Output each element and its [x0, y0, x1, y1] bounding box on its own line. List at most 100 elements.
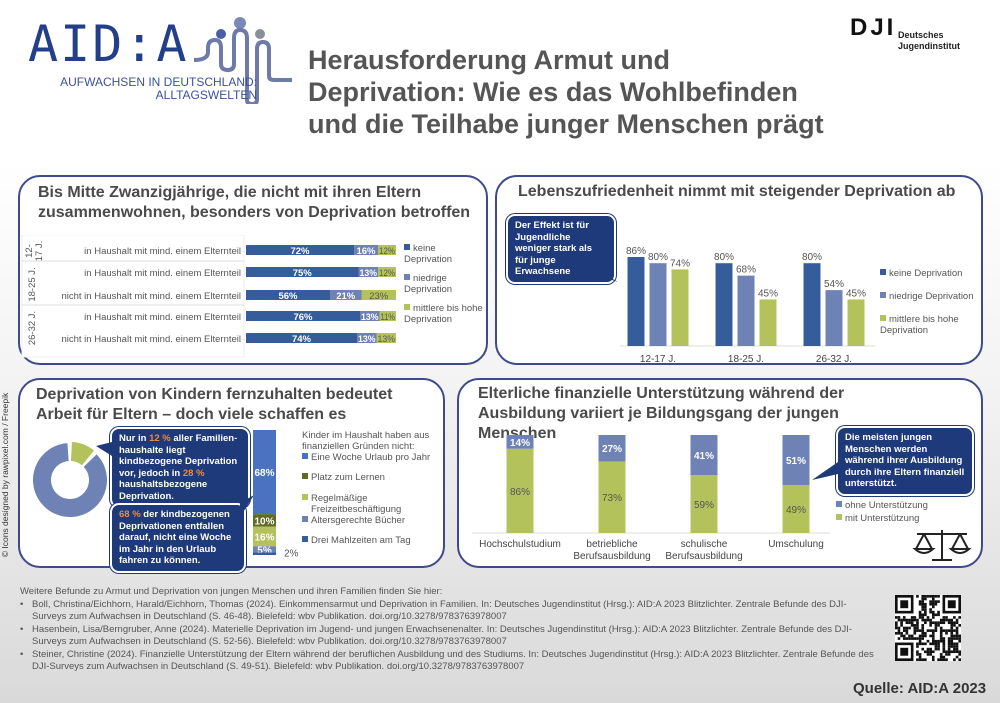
qr-module — [950, 639, 954, 643]
chart-deprivation-by-living: 12-17 J. 18-25 J. 26-32 J. in Haushalt mit … — [21, 235, 396, 358]
row-label: nicht in Haushalt mit mind. einem Eltern… — [61, 334, 241, 345]
qr-module — [931, 602, 935, 606]
category-label: Hochschulstudium — [479, 539, 561, 550]
bar-segment — [330, 290, 362, 300]
qr-module — [929, 602, 932, 606]
qr-module — [942, 655, 946, 659]
qr-module — [931, 605, 935, 609]
qr-module — [908, 626, 911, 630]
qr-finder — [900, 600, 909, 609]
qr-code[interactable] — [895, 595, 961, 661]
qr-module — [913, 631, 917, 635]
bar — [715, 263, 733, 346]
qr-module — [926, 629, 930, 632]
qr-module — [918, 642, 922, 646]
bar-value-label: 68% — [254, 468, 274, 479]
qr-module — [945, 629, 948, 632]
qr-module — [916, 642, 919, 646]
qr-module — [921, 597, 925, 601]
qr-module — [931, 655, 935, 659]
dji-logo: DJI Deutsches Jugendinstitut — [850, 14, 990, 54]
qr-module — [926, 595, 930, 598]
dji-name: Deutsches Jugendinstitut — [898, 30, 960, 52]
category-label: Umschulung — [768, 539, 824, 550]
donut-child-deprivation — [33, 442, 108, 517]
qr-module — [921, 616, 925, 619]
qr-module — [958, 658, 961, 661]
qr-module — [950, 637, 954, 640]
qr-module — [916, 637, 919, 640]
bar-segment — [246, 290, 330, 300]
qr-module — [939, 658, 943, 661]
highlight: 28 % — [182, 467, 205, 479]
bar — [671, 269, 689, 346]
legend-label: Drei Mahlzeiten am Tag — [311, 535, 411, 546]
bar-segment — [376, 333, 396, 343]
qr-module — [950, 626, 954, 630]
panel3-title: Deprivation von Kindern fernzuhalten bed… — [36, 385, 441, 425]
qr-module — [929, 610, 932, 614]
qr-module — [897, 618, 901, 622]
legend-item: Drei Mahlzeiten am Tag — [302, 535, 442, 546]
qr-module — [931, 639, 935, 643]
qr-module — [942, 618, 946, 622]
bar-value-label: 86% — [510, 487, 530, 498]
bar-segment — [253, 546, 276, 553]
legend-label: Platz zum Lernen — [311, 472, 385, 483]
qr-module — [953, 616, 956, 619]
qr-module — [931, 637, 935, 640]
bar-segment — [246, 245, 354, 255]
qr-module — [929, 634, 932, 638]
qr-module — [931, 631, 935, 635]
qr-module — [924, 631, 927, 635]
qr-module — [955, 650, 959, 654]
qr-module — [953, 637, 956, 640]
qr-module — [934, 595, 938, 598]
legend-item: Eine Woche Urlaub pro Jahr — [302, 452, 442, 463]
qr-module — [902, 626, 906, 630]
legend-label: keine Deprivation — [404, 243, 453, 265]
dji-name-line-2: Jugendinstitut — [898, 41, 960, 51]
reference-text: Hasenbein, Lisa/Berngruber, Anne (2024).… — [32, 623, 853, 648]
legend-label: Eine Woche Urlaub pro Jahr — [311, 452, 431, 463]
qr-module — [931, 616, 935, 619]
qr-module — [931, 600, 935, 603]
category-label: Berufsausbildung — [665, 551, 742, 562]
qr-module — [950, 621, 954, 625]
bar-segment-with-support — [782, 484, 810, 533]
bar-value-label: 13% — [358, 334, 376, 345]
qr-module — [902, 629, 906, 632]
qr-module — [947, 637, 951, 640]
qr-module — [942, 647, 946, 651]
qr-module — [929, 600, 932, 603]
qr-module — [910, 618, 914, 622]
qr-module — [958, 616, 961, 619]
qr-module — [939, 653, 943, 656]
bar-segment-without-support — [598, 435, 626, 462]
bar-value-label: 10% — [254, 516, 274, 527]
qr-module — [897, 629, 901, 632]
qr-module — [924, 602, 927, 606]
bar-segment — [253, 526, 276, 547]
side-credit: © Icons designed by rawpixel.com / Freep… — [0, 392, 10, 558]
qr-module — [942, 658, 946, 661]
bar-value-label: 16% — [254, 532, 274, 543]
qr-module — [921, 624, 925, 627]
qr-module — [929, 595, 932, 598]
callout-text: Nur in — [119, 433, 150, 444]
qr-module — [924, 605, 927, 609]
bar — [847, 299, 865, 346]
qr-module — [947, 618, 951, 622]
category-label: 12-17 J. — [640, 354, 676, 365]
qr-module — [958, 653, 961, 656]
qr-module — [926, 618, 930, 622]
qr-module — [897, 631, 901, 635]
qr-module — [908, 634, 911, 638]
qr-module — [895, 621, 898, 625]
bar-segment — [358, 267, 378, 277]
qr-module — [950, 624, 954, 627]
qr-module — [921, 658, 925, 661]
qr-module — [918, 637, 922, 640]
qr-module — [955, 634, 959, 638]
qr-module — [931, 621, 935, 625]
